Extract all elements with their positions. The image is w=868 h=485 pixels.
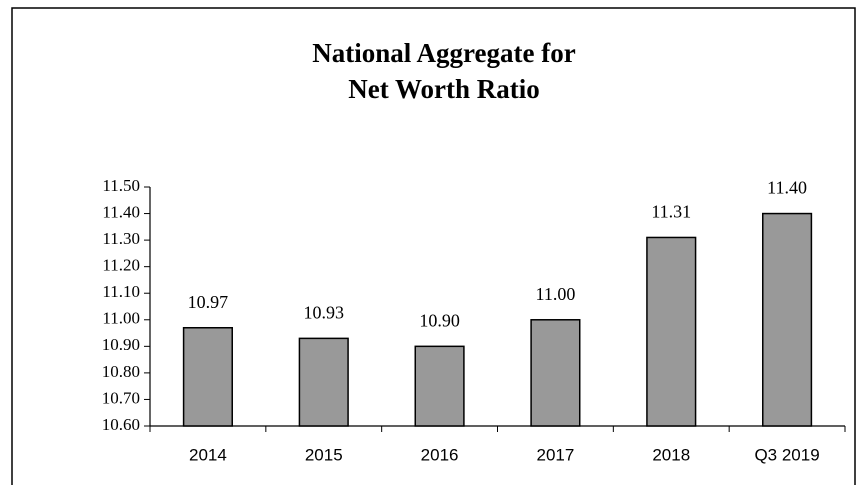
data-label: 10.93 [304, 302, 345, 322]
bar [762, 212, 813, 427]
data-label: 11.31 [651, 202, 691, 222]
bar [414, 345, 465, 427]
bar [530, 319, 581, 427]
data-label: 11.40 [767, 178, 807, 198]
x-tick-label: 2015 [305, 445, 343, 464]
y-tick-label: 11.30 [102, 229, 140, 248]
y-tick-label: 10.90 [102, 335, 140, 354]
data-label: 10.97 [188, 292, 229, 312]
x-tick-label: 2018 [652, 445, 690, 464]
x-tick-label: 2016 [421, 445, 459, 464]
chart-title: National Aggregate for [312, 38, 575, 68]
data-label: 11.00 [535, 284, 575, 304]
chart-frame [11, 7, 856, 485]
y-tick-label: 11.50 [102, 176, 140, 195]
y-tick-label: 10.80 [102, 362, 140, 381]
y-tick-label: 11.40 [102, 202, 140, 221]
y-tick-label: 10.70 [102, 388, 140, 407]
x-tick-label: 2017 [537, 445, 575, 464]
y-tick-label: 11.00 [102, 309, 140, 328]
x-tick-label: Q3 2019 [754, 445, 819, 464]
x-tick-label: 2014 [189, 445, 227, 464]
bar [298, 337, 349, 427]
y-tick-label: 10.60 [102, 415, 140, 434]
y-tick-label: 11.10 [102, 282, 140, 301]
data-label: 10.90 [419, 310, 460, 330]
chart-title: Net Worth Ratio [348, 74, 539, 104]
y-tick-label: 11.20 [102, 256, 140, 275]
bar [182, 326, 233, 427]
bar [646, 236, 697, 427]
